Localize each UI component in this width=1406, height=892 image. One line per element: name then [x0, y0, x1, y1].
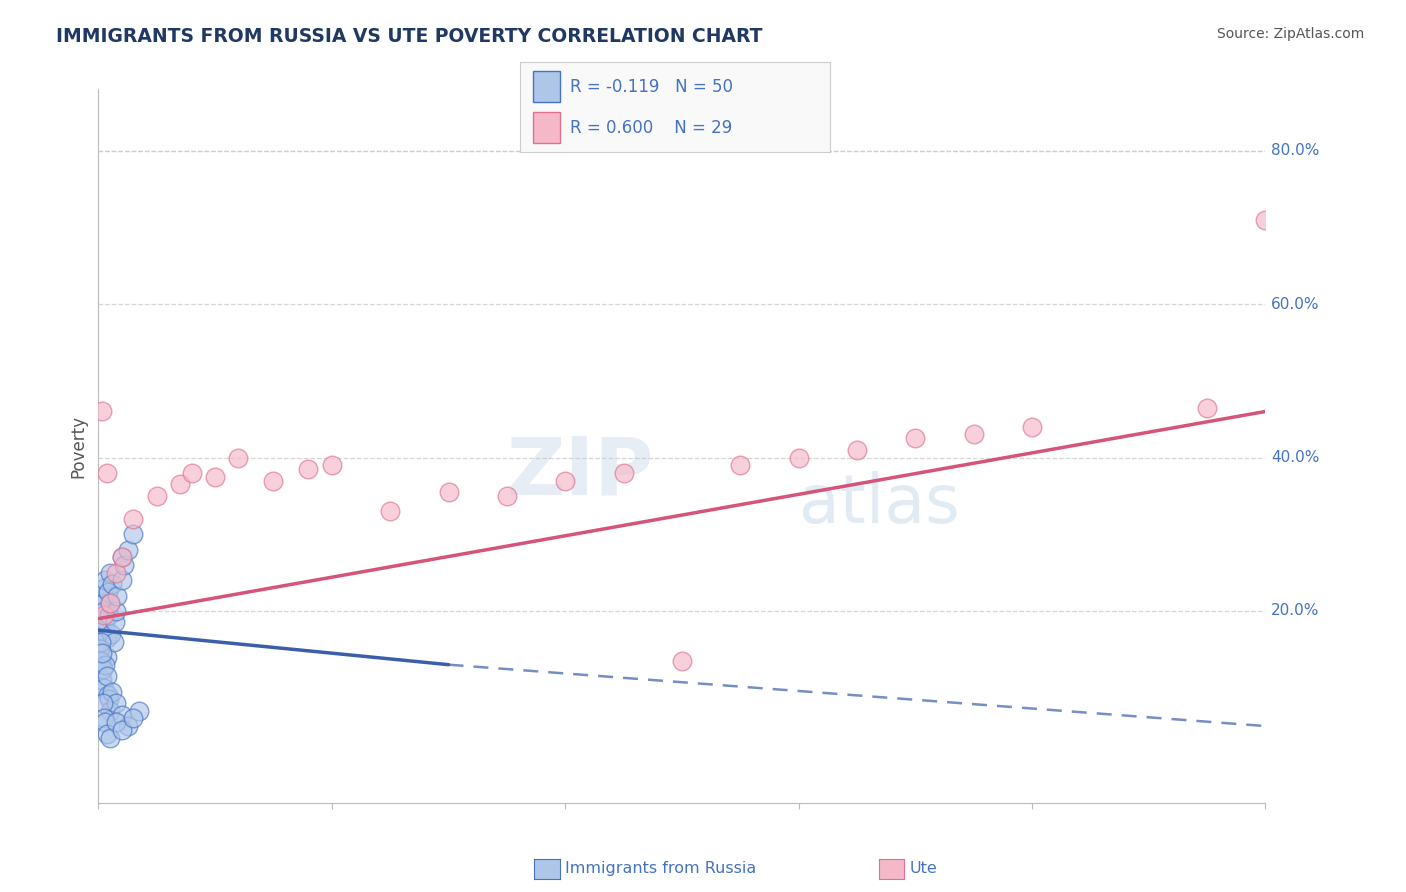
- FancyBboxPatch shape: [533, 112, 561, 143]
- Point: [104, 604, 127, 618]
- Point: [122, 512, 145, 526]
- Point: [111, 707, 134, 722]
- Point: [554, 474, 576, 488]
- Point: [96, 727, 118, 741]
- Point: [122, 711, 145, 725]
- Point: [111, 550, 134, 565]
- Text: ZIP: ZIP: [506, 434, 654, 512]
- Point: [437, 485, 460, 500]
- Point: [90, 654, 112, 668]
- Text: 60.0%: 60.0%: [1271, 296, 1320, 311]
- Point: [904, 431, 927, 445]
- Point: [787, 450, 810, 465]
- Text: 40.0%: 40.0%: [1271, 450, 1320, 465]
- Point: [93, 581, 115, 595]
- Point: [97, 607, 120, 622]
- Point: [730, 458, 752, 473]
- Text: 20.0%: 20.0%: [1271, 604, 1320, 618]
- Point: [845, 442, 868, 457]
- Point: [94, 574, 117, 588]
- Point: [91, 589, 114, 603]
- Point: [93, 711, 115, 725]
- Point: [321, 458, 343, 473]
- Point: [962, 427, 984, 442]
- Point: [96, 466, 118, 480]
- Point: [612, 466, 634, 480]
- Point: [122, 527, 145, 541]
- Point: [111, 723, 134, 737]
- Point: [96, 650, 118, 665]
- Text: R = 0.600    N = 29: R = 0.600 N = 29: [569, 119, 733, 136]
- Text: IMMIGRANTS FROM RUSSIA VS UTE POVERTY CORRELATION CHART: IMMIGRANTS FROM RUSSIA VS UTE POVERTY CO…: [56, 27, 762, 45]
- Text: Ute: Ute: [910, 862, 938, 876]
- Text: Immigrants from Russia: Immigrants from Russia: [565, 862, 756, 876]
- Point: [112, 558, 135, 572]
- Point: [180, 466, 202, 480]
- Point: [91, 661, 114, 675]
- Point: [495, 489, 517, 503]
- Point: [93, 681, 115, 695]
- Point: [262, 474, 284, 488]
- Point: [297, 462, 319, 476]
- Text: atlas: atlas: [799, 471, 959, 537]
- Point: [98, 731, 121, 745]
- Point: [90, 623, 112, 637]
- Point: [90, 404, 112, 418]
- Point: [1254, 212, 1277, 227]
- Point: [98, 704, 121, 718]
- Point: [104, 696, 127, 710]
- Point: [97, 692, 120, 706]
- Point: [1195, 401, 1218, 415]
- Point: [96, 669, 118, 683]
- Point: [228, 450, 250, 465]
- Point: [94, 715, 117, 730]
- Point: [128, 704, 150, 718]
- Point: [111, 550, 134, 565]
- Point: [90, 673, 112, 687]
- Point: [90, 612, 112, 626]
- Y-axis label: Poverty: Poverty: [69, 415, 87, 477]
- Point: [104, 566, 127, 580]
- Point: [91, 596, 114, 610]
- Point: [89, 642, 111, 657]
- Point: [1021, 419, 1043, 434]
- Point: [96, 631, 118, 645]
- Point: [105, 589, 128, 603]
- Text: 80.0%: 80.0%: [1271, 143, 1320, 158]
- Point: [94, 619, 117, 633]
- Point: [101, 577, 124, 591]
- Point: [98, 596, 121, 610]
- Point: [91, 696, 114, 710]
- FancyBboxPatch shape: [533, 71, 561, 102]
- Text: Source: ZipAtlas.com: Source: ZipAtlas.com: [1216, 27, 1364, 41]
- Point: [671, 654, 693, 668]
- Point: [94, 657, 117, 672]
- Point: [104, 715, 127, 730]
- Point: [204, 469, 226, 483]
- Point: [100, 627, 122, 641]
- Point: [146, 489, 169, 503]
- Text: R = -0.119   N = 50: R = -0.119 N = 50: [569, 78, 733, 95]
- Point: [98, 566, 121, 580]
- Point: [98, 596, 121, 610]
- Point: [104, 615, 127, 630]
- Point: [97, 689, 120, 703]
- Point: [101, 684, 124, 698]
- Point: [169, 477, 191, 491]
- Point: [90, 646, 112, 660]
- Point: [117, 719, 139, 733]
- Point: [93, 604, 115, 618]
- Point: [378, 504, 402, 518]
- Point: [117, 542, 139, 557]
- Point: [103, 634, 125, 648]
- Point: [93, 607, 115, 622]
- Point: [90, 634, 112, 648]
- Point: [97, 584, 120, 599]
- Point: [111, 574, 134, 588]
